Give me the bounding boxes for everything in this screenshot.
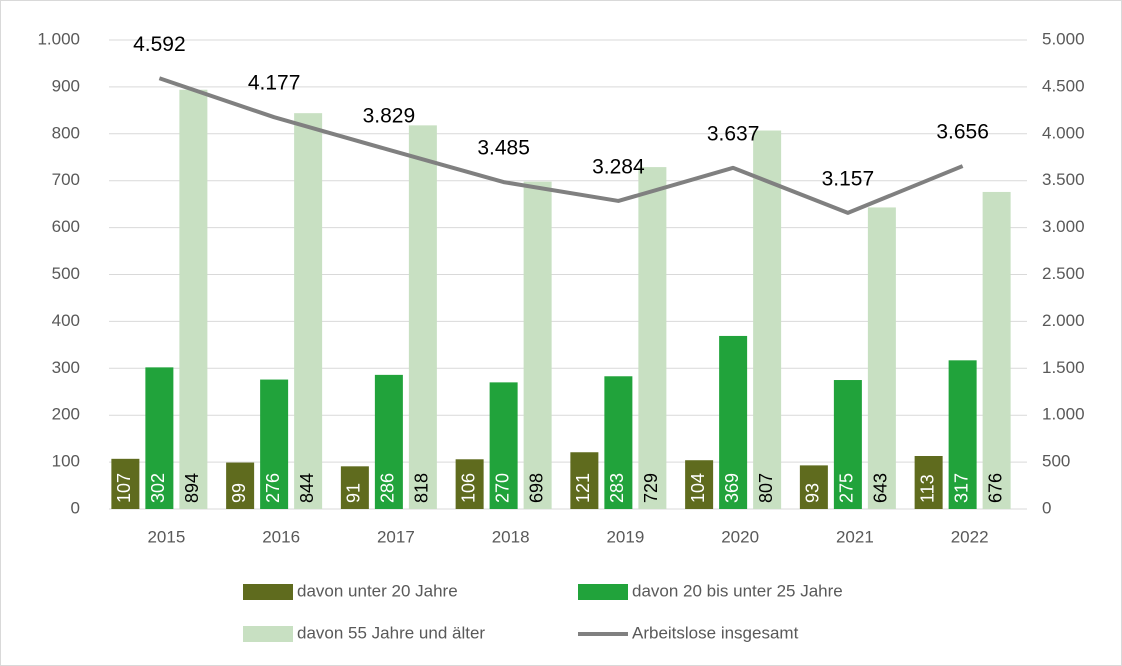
y-tick-label: 800 — [52, 123, 80, 142]
y-tick-label: 300 — [52, 358, 80, 377]
y-tick-label: 400 — [52, 311, 80, 330]
legend-label: davon unter 20 Jahre — [297, 581, 458, 600]
legend-swatch — [578, 584, 628, 600]
line-value-label: 3.485 — [477, 137, 530, 160]
bar-value-label: 818 — [412, 473, 432, 503]
y2-tick-label: 5.000 — [1042, 29, 1085, 48]
bar-value-label: 283 — [607, 473, 627, 503]
bar — [179, 89, 208, 510]
bar — [374, 374, 403, 509]
y-tick-label: 0 — [71, 498, 80, 517]
bar — [833, 380, 862, 509]
bar — [719, 335, 748, 509]
x-tick-label: 2017 — [377, 527, 415, 546]
y2-tick-label: 2.000 — [1042, 311, 1085, 330]
bar — [340, 466, 369, 509]
bar — [799, 465, 828, 509]
bar — [982, 191, 1011, 509]
bar-value-label: 369 — [722, 473, 742, 503]
bar — [685, 460, 714, 509]
line-value-label: 3.829 — [363, 104, 416, 127]
bar — [753, 130, 782, 509]
y-tick-label: 900 — [52, 76, 80, 95]
legend-label: davon 55 Jahre und älter — [297, 623, 485, 642]
bar — [260, 379, 289, 509]
bar — [638, 167, 667, 509]
bar-value-label: 276 — [263, 473, 283, 503]
line-value-label: 3.157 — [822, 167, 875, 190]
bar-value-label: 93 — [803, 483, 823, 503]
bar-value-label: 286 — [378, 473, 398, 503]
bar-value-label: 99 — [229, 483, 249, 503]
bar-value-label: 698 — [526, 473, 546, 503]
x-tick-label: 2019 — [606, 527, 644, 546]
x-tick-label: 2016 — [262, 527, 300, 546]
y-tick-label: 100 — [52, 452, 80, 471]
bar-value-label: 275 — [837, 473, 857, 503]
bar-value-label: 844 — [297, 473, 317, 503]
bar-value-label: 104 — [688, 473, 708, 503]
bar — [523, 181, 552, 509]
bar — [455, 459, 484, 509]
y2-tick-label: 3.500 — [1042, 170, 1085, 189]
y2-tick-label: 500 — [1042, 452, 1070, 471]
y-tick-label: 1.000 — [37, 29, 80, 48]
bar-value-label: 302 — [148, 473, 168, 503]
bar-value-label: 91 — [344, 483, 364, 503]
x-tick-label: 2015 — [147, 527, 185, 546]
y2-tick-label: 3.000 — [1042, 217, 1085, 236]
y2-tick-label: 2.500 — [1042, 264, 1085, 283]
x-tick-label: 2018 — [492, 527, 530, 546]
bar-value-label: 270 — [492, 473, 512, 503]
y-tick-label: 500 — [52, 264, 80, 283]
y2-tick-label: 4.500 — [1042, 76, 1085, 95]
bar — [867, 207, 896, 510]
bar — [111, 458, 140, 509]
bar — [948, 360, 977, 509]
line-value-label: 4.592 — [133, 33, 186, 56]
bar-value-label: 807 — [756, 473, 776, 503]
y-tick-label: 600 — [52, 217, 80, 236]
x-tick-label: 2022 — [951, 527, 989, 546]
bar-value-label: 729 — [641, 473, 661, 503]
x-tick-label: 2020 — [721, 527, 759, 546]
bar — [145, 367, 174, 509]
bar-value-label: 676 — [985, 473, 1005, 503]
bar — [570, 452, 599, 509]
bar-value-label: 113 — [917, 474, 937, 503]
y-tick-label: 700 — [52, 170, 80, 189]
bar — [294, 113, 323, 509]
bar — [604, 376, 633, 509]
bar-value-label: 643 — [871, 473, 891, 503]
bar-value-label: 121 — [573, 473, 593, 503]
y2-tick-label: 4.000 — [1042, 123, 1085, 142]
bar — [489, 382, 518, 509]
y-tick-label: 200 — [52, 405, 80, 424]
x-tick-label: 2021 — [836, 527, 874, 546]
line-value-label: 3.656 — [936, 121, 989, 144]
bar-value-label: 107 — [114, 473, 134, 503]
bar-value-label: 106 — [458, 473, 478, 503]
y2-tick-label: 1.000 — [1042, 405, 1085, 424]
legend-label: Arbeitslose insgesamt — [632, 623, 799, 642]
line-value-label: 3.284 — [592, 156, 645, 179]
y2-tick-label: 1.500 — [1042, 358, 1085, 377]
line-value-label: 4.177 — [248, 72, 301, 95]
legend-swatch — [243, 584, 293, 600]
bar-value-label: 317 — [951, 473, 971, 503]
legend-label: davon 20 bis unter 25 Jahre — [632, 581, 843, 600]
bar — [408, 125, 437, 509]
line — [158, 76, 964, 215]
bar — [226, 462, 255, 509]
y2-tick-label: 0 — [1042, 498, 1051, 517]
legend-swatch — [243, 626, 293, 642]
bar-value-label: 894 — [182, 473, 202, 503]
line-value-label: 3.637 — [707, 122, 760, 145]
bar — [914, 456, 943, 509]
